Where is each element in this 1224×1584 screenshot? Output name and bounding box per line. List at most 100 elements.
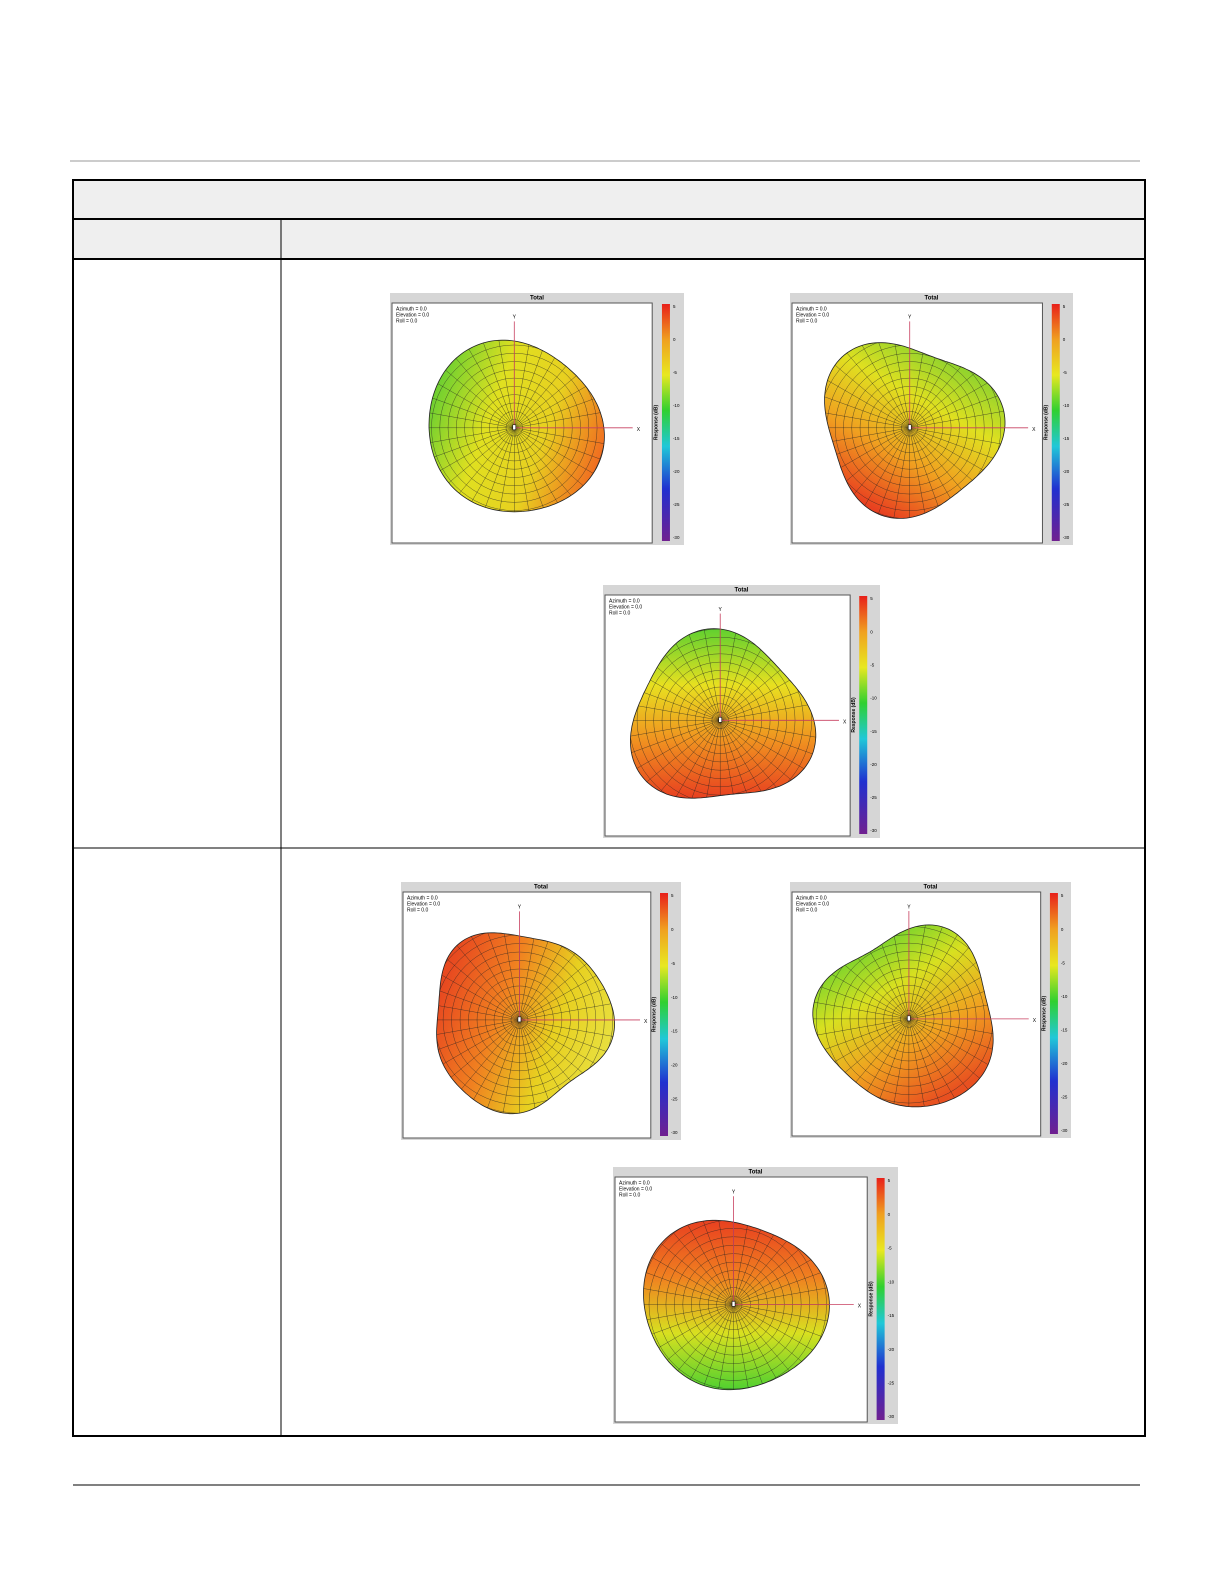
mesh-spoke <box>909 408 1005 428</box>
table-border <box>72 179 1146 1437</box>
colorbar-label: Response (dB) <box>851 697 857 733</box>
mesh-spoke <box>429 427 515 448</box>
mesh-spoke <box>436 1019 520 1078</box>
colorbar-tick: -15 <box>671 1029 678 1034</box>
mesh-spoke <box>908 1018 929 1107</box>
colorbar-tick: 5 <box>673 304 676 309</box>
colorbar-tick: -20 <box>888 1347 895 1352</box>
colorbar-tick: 5 <box>1063 304 1066 309</box>
mesh-spoke <box>909 389 1005 428</box>
mesh-spoke <box>700 720 721 799</box>
mesh-spoke <box>908 1018 949 1107</box>
mesh-spoke <box>514 427 534 512</box>
plot-info: Elevation = 0.0 <box>796 312 829 318</box>
colorbar-label: Response (dB) <box>1042 996 1048 1032</box>
axis-y-label: Y <box>719 607 723 613</box>
mesh-spoke <box>812 998 909 1020</box>
colorbar-tick: -10 <box>673 403 680 408</box>
colorbar-tick: 5 <box>1061 893 1064 898</box>
mesh-spoke <box>519 1019 540 1114</box>
mesh-spoke <box>475 340 515 428</box>
mesh-spoke <box>720 628 740 721</box>
mesh-spoke <box>720 720 777 799</box>
plot-info: Roll = 0.0 <box>796 907 817 913</box>
colorbar-tick: -15 <box>888 1313 895 1318</box>
colorbar-tick: 5 <box>870 596 873 601</box>
mesh-spoke <box>909 427 930 519</box>
colorbar-tick: -25 <box>673 502 680 507</box>
mesh-spoke <box>824 408 910 428</box>
mesh-spoke <box>499 932 520 1020</box>
colorbar <box>876 1178 885 1420</box>
mesh-spoke <box>733 1220 773 1305</box>
colorbar-tick: -30 <box>1061 1128 1068 1133</box>
mesh-spoke <box>909 342 930 428</box>
colorbar-tick: -20 <box>673 469 680 474</box>
colorbar <box>859 596 868 834</box>
mesh-spoke <box>630 720 721 777</box>
plot-info: Elevation = 0.0 <box>407 901 440 907</box>
colorbar-tick: -30 <box>870 828 877 833</box>
colorbar-tick: -30 <box>888 1414 895 1419</box>
plot-info: Roll = 0.0 <box>396 318 417 324</box>
plot-info: Elevation = 0.0 <box>396 312 429 318</box>
colorbar-tick: -10 <box>870 696 877 701</box>
plot-info: Azimuth = 0.0 <box>407 895 438 901</box>
mesh-spoke <box>853 342 910 428</box>
plot-info: Azimuth = 0.0 <box>796 306 827 312</box>
mesh-spoke <box>436 1019 520 1041</box>
mesh-spoke <box>733 1304 754 1390</box>
colorbar-tick: -15 <box>1061 1027 1068 1032</box>
mesh-spoke <box>908 924 967 1019</box>
colorbar-tick: -20 <box>671 1062 678 1067</box>
mesh-spoke <box>630 700 721 721</box>
plot-title: Total <box>925 296 939 302</box>
plot-info: Roll = 0.0 <box>796 318 817 324</box>
axis-x-label: X <box>843 720 847 726</box>
plot-info: Elevation = 0.0 <box>796 901 829 907</box>
mesh-spoke <box>720 720 740 799</box>
mesh-spoke <box>643 1304 734 1325</box>
mesh-spoke <box>514 340 553 428</box>
plot-title: Total <box>924 885 938 891</box>
colorbar-tick: 0 <box>671 927 674 932</box>
mesh-spoke <box>514 427 605 448</box>
colorbar-tick: -10 <box>1063 403 1070 408</box>
mesh-spoke <box>909 342 949 428</box>
mesh-spoke <box>436 980 520 1021</box>
mesh-spoke <box>720 720 759 799</box>
mesh-spoke <box>514 340 534 428</box>
colorbar-tick: -15 <box>1063 436 1070 441</box>
colorbar-tick: -5 <box>673 370 677 375</box>
mesh-spoke <box>700 628 721 721</box>
mesh-spoke <box>479 932 520 1020</box>
mesh-spoke <box>908 1018 994 1039</box>
colorbar-tick: -20 <box>1063 469 1070 474</box>
plot-title: Total <box>749 1170 763 1176</box>
origin <box>907 424 912 431</box>
axis-y-label: Y <box>732 1190 736 1196</box>
mesh-spoke <box>519 932 540 1020</box>
mesh-spoke <box>713 1220 734 1305</box>
mesh-spoke <box>824 427 910 448</box>
origin <box>517 1016 522 1023</box>
mesh-spoke <box>824 389 910 428</box>
mesh-spoke <box>445 932 520 1021</box>
mesh-spoke <box>499 1019 520 1114</box>
mesh-spoke <box>908 1018 994 1059</box>
colorbar-tick: 0 <box>673 337 676 342</box>
mesh-spoke <box>733 1220 754 1305</box>
colorbar-tick: 0 <box>1063 337 1066 342</box>
mesh-spoke <box>713 1304 734 1390</box>
colorbar-label: Response (dB) <box>1043 405 1049 441</box>
axis-x-label: X <box>644 1019 648 1025</box>
axis-x-label: X <box>1032 427 1036 433</box>
colorbar-tick: -10 <box>671 995 678 1000</box>
plot-info: Roll = 0.0 <box>407 907 428 913</box>
colorbar-tick: -25 <box>870 795 877 800</box>
mesh-spoke <box>824 427 910 467</box>
